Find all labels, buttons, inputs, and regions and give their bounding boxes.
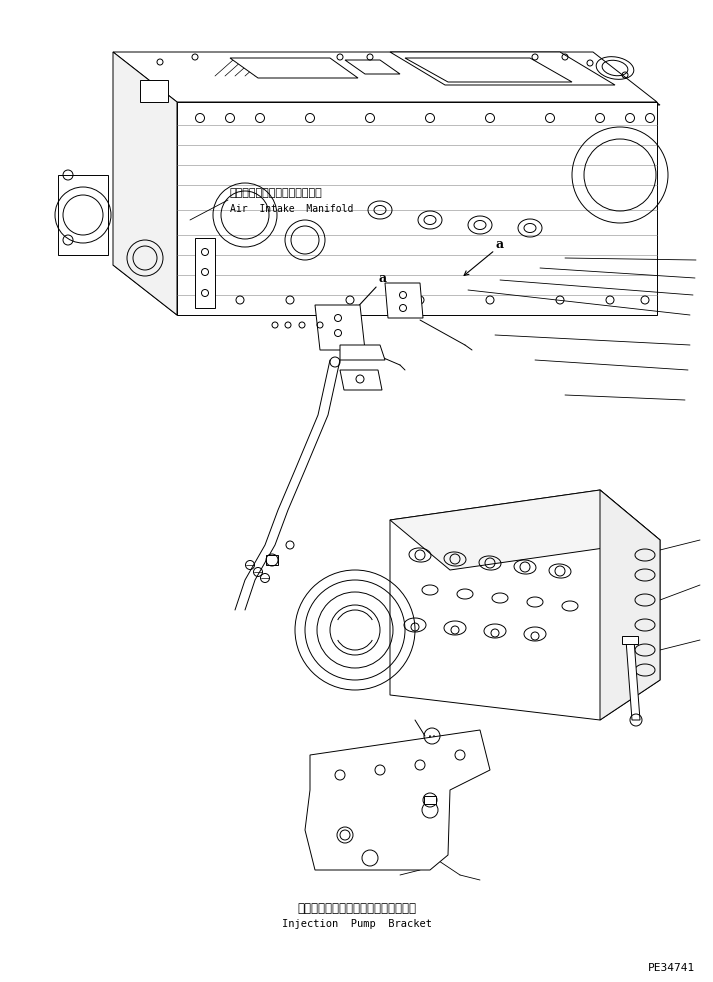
Polygon shape [195,238,215,308]
Polygon shape [390,490,660,720]
Polygon shape [315,305,365,350]
Polygon shape [345,60,400,74]
Polygon shape [340,370,382,390]
Text: インジェクションボンプブラッケット: インジェクションボンプブラッケット [297,901,416,914]
Polygon shape [390,52,615,85]
Polygon shape [113,265,657,315]
Polygon shape [113,52,657,102]
Polygon shape [622,636,638,644]
Text: a: a [496,238,504,250]
Text: エアーインテークマニホールド: エアーインテークマニホールド [230,188,323,198]
Polygon shape [58,175,108,255]
Polygon shape [340,345,385,360]
Polygon shape [266,555,278,565]
Polygon shape [120,58,660,105]
Polygon shape [305,730,490,870]
Polygon shape [140,80,168,102]
Polygon shape [424,796,436,804]
Polygon shape [626,640,640,720]
Polygon shape [600,490,660,720]
Polygon shape [230,58,358,78]
Text: Injection  Pump  Bracket: Injection Pump Bracket [282,919,432,929]
Polygon shape [177,102,657,315]
Text: Air  Intake  Manifold: Air Intake Manifold [230,204,354,214]
Polygon shape [390,490,660,570]
Polygon shape [113,52,177,315]
Polygon shape [405,58,572,82]
Text: PE34741: PE34741 [647,963,695,973]
Polygon shape [385,283,423,318]
Text: a: a [379,271,387,285]
Circle shape [423,793,437,807]
